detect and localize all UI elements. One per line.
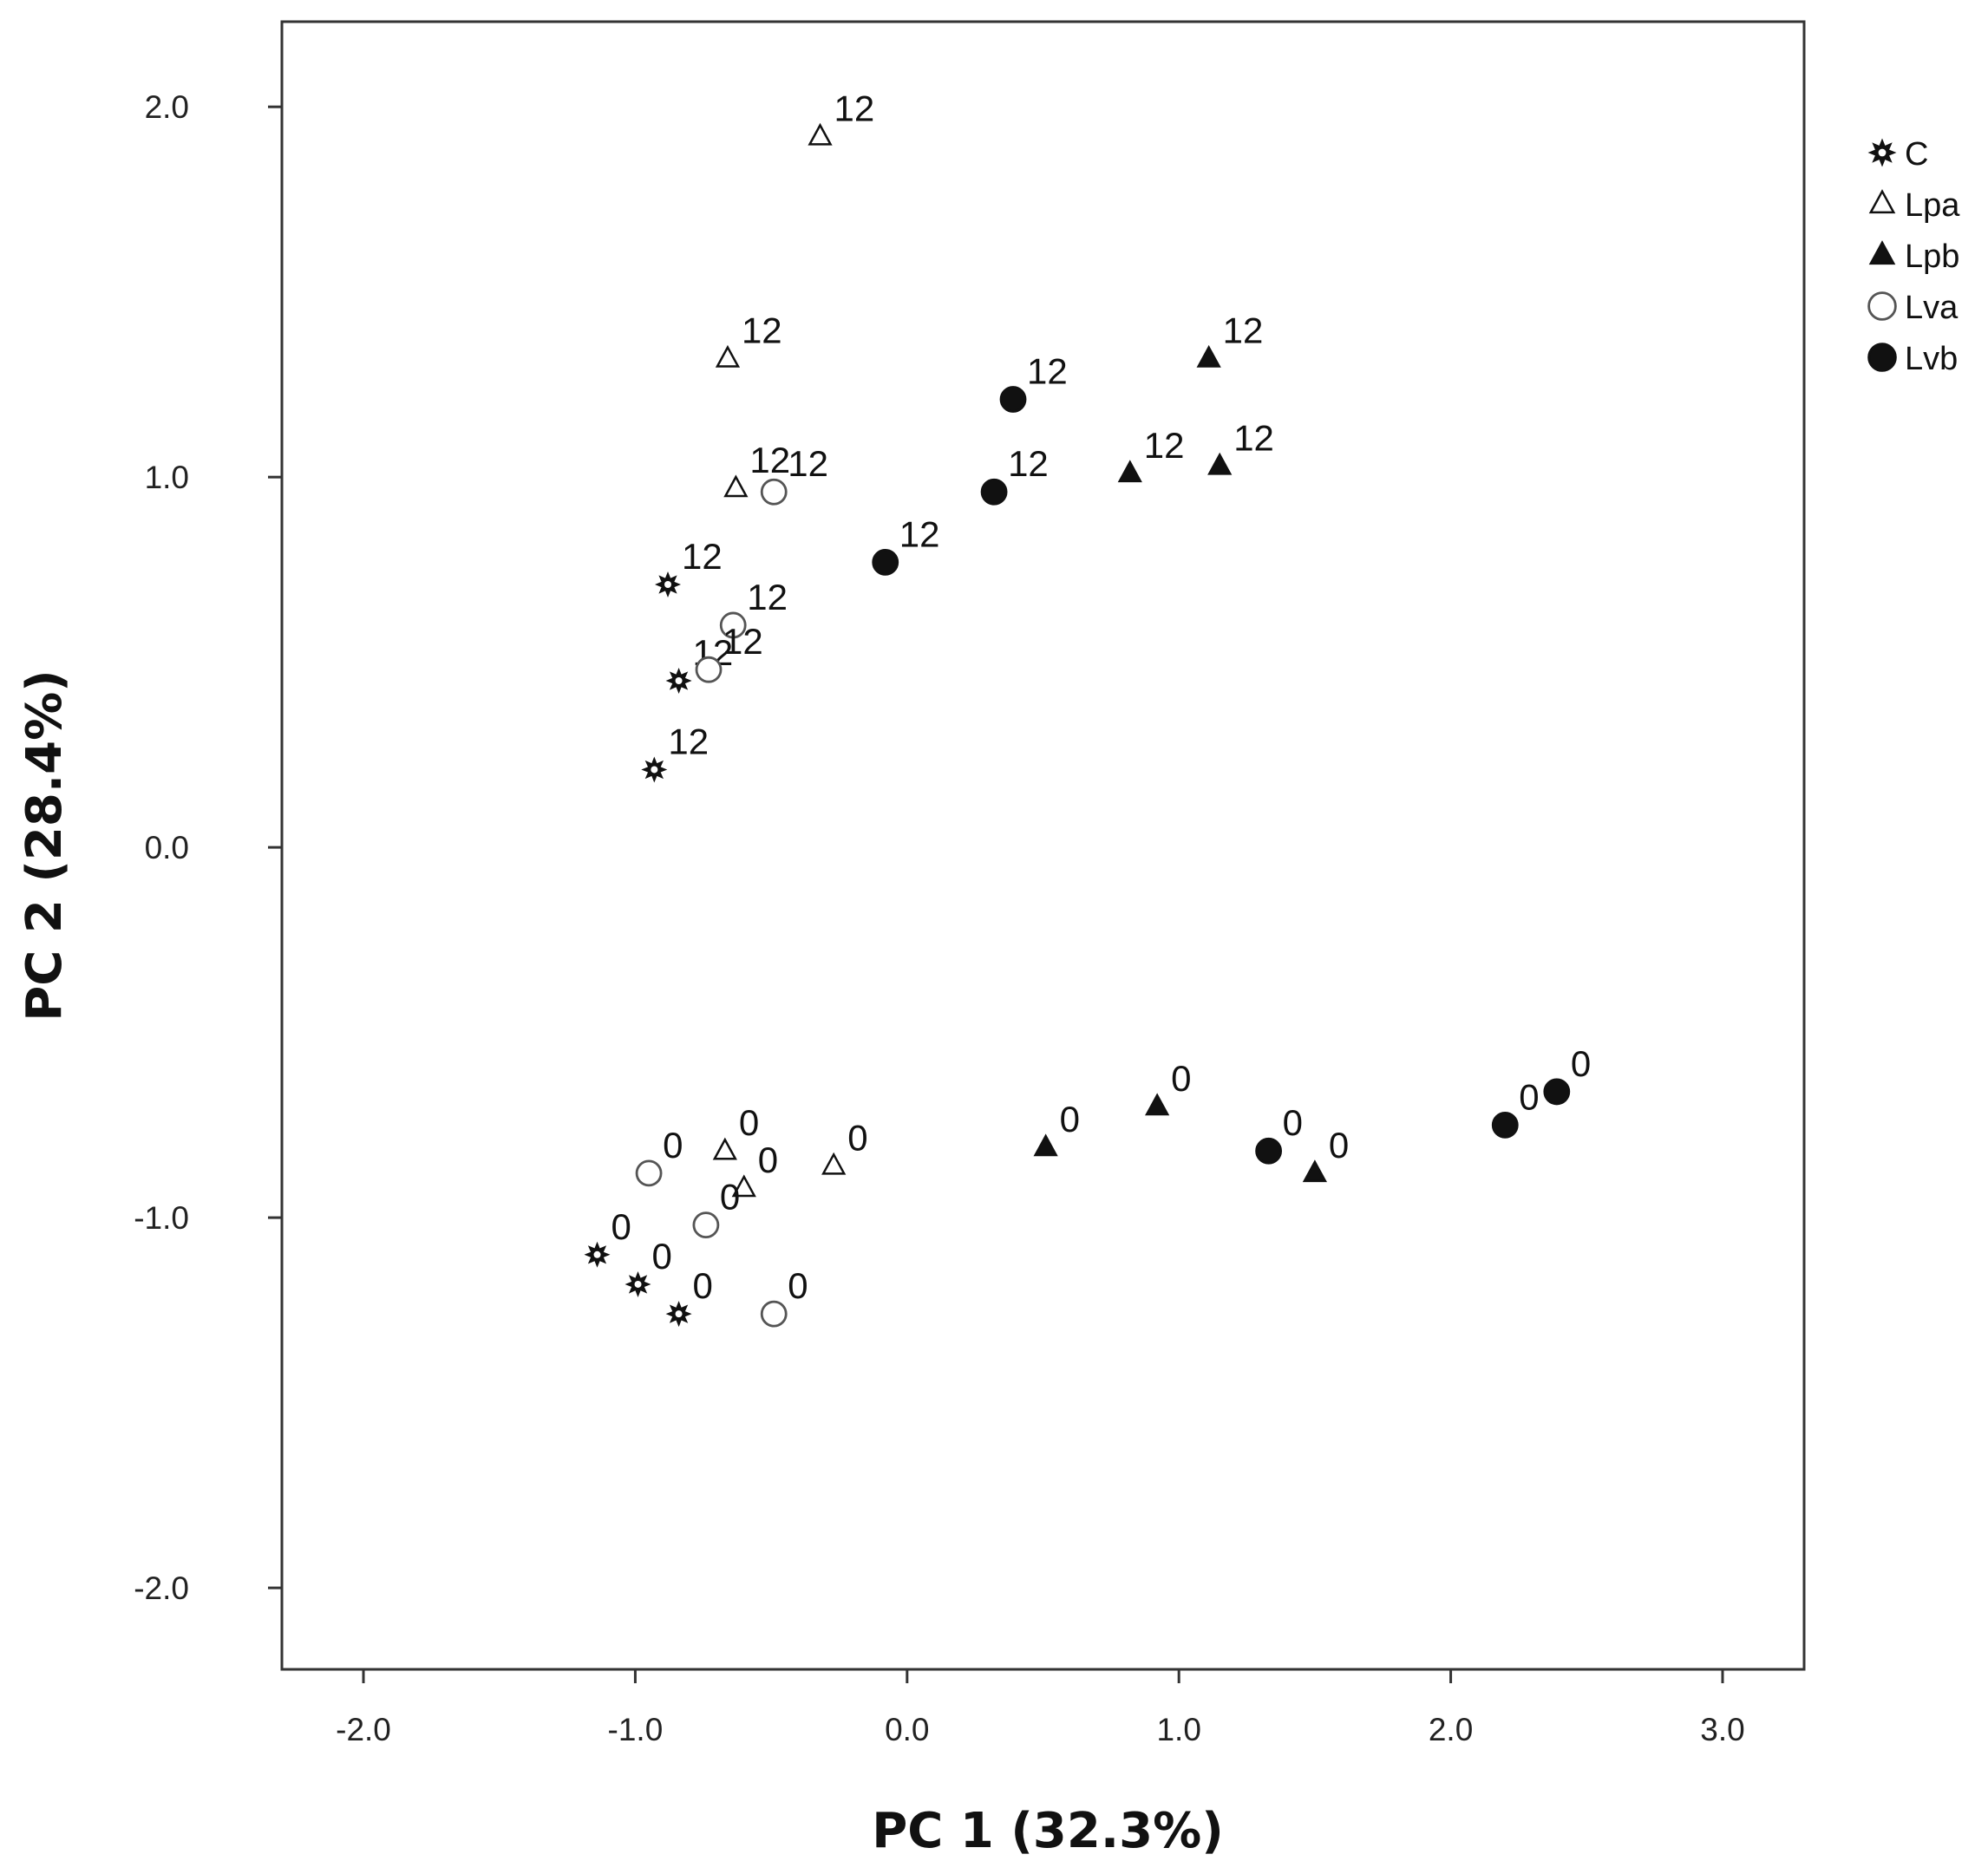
point-label: 12 (1223, 310, 1264, 351)
y-tick-label: 0.0 (145, 830, 189, 865)
point-label: 12 (742, 310, 782, 351)
data-point-c (625, 1271, 651, 1297)
point-label: 0 (739, 1102, 759, 1143)
data-point-c (655, 571, 681, 597)
legend-label-lva: Lva (1905, 290, 1959, 326)
data-point-lpb (1145, 1093, 1170, 1116)
point-label: 0 (1171, 1058, 1191, 1099)
point-label: 0 (847, 1117, 867, 1158)
data-point-lpb (1033, 1133, 1058, 1157)
point-label: 12 (723, 621, 763, 662)
legend-marker-lvb (1867, 343, 1897, 372)
y-tick-label: 2.0 (145, 89, 189, 125)
data-point-lvb (1491, 1111, 1519, 1139)
data-point-c (665, 1301, 692, 1328)
data-point-lva (635, 1159, 663, 1187)
data-point-lvb (999, 386, 1027, 413)
data-point-lpb (1302, 1159, 1327, 1183)
point-label: 0 (1519, 1076, 1539, 1117)
point-label: 0 (693, 1265, 713, 1306)
legend-marker-lpb (1868, 240, 1896, 265)
x-tick-label: 3.0 (1700, 1712, 1744, 1747)
point-label: 12 (1233, 417, 1274, 458)
data-point-lva (760, 1300, 788, 1328)
data-point-lvb (872, 548, 899, 576)
point-label: 12 (1144, 425, 1185, 466)
y-tick-label: -1.0 (134, 1200, 189, 1236)
x-tick-label: 2.0 (1429, 1712, 1473, 1747)
data-point-lva (719, 611, 747, 639)
data-point-lpb (1196, 344, 1221, 368)
data-point-lpb (1117, 460, 1142, 483)
point-label: 12 (788, 443, 828, 484)
x-axis-title: PC 1 (32.3%) (872, 1803, 1224, 1859)
point-label: 0 (720, 1177, 740, 1218)
data-point-lpb (1207, 452, 1233, 475)
x-tick-label: -1.0 (608, 1712, 664, 1747)
plot-frame (280, 20, 1806, 1671)
legend-marker-c (1867, 138, 1897, 167)
y-axis-title: PC 2 (28.4%) (16, 669, 73, 1022)
y-tick-label: 1.0 (145, 460, 189, 495)
point-label: 12 (899, 513, 940, 554)
data-point-c (584, 1241, 611, 1268)
legend-label-lpb: Lpb (1905, 238, 1959, 275)
point-label: 12 (682, 536, 723, 577)
point-label: 0 (652, 1236, 672, 1277)
data-point-lvb (980, 478, 1008, 506)
point-label: 12 (1027, 351, 1068, 392)
point-label: 12 (834, 88, 875, 128)
point-label: 12 (749, 440, 790, 480)
legend-marker-lva (1867, 291, 1897, 321)
point-label: 0 (1283, 1102, 1303, 1143)
data-point-lva (760, 478, 788, 506)
x-axis: -2.0 -1.0 0.0 1.0 2.0 3.0 (336, 1669, 1745, 1747)
data-point-lva (692, 1211, 720, 1239)
y-tick-label: -2.0 (134, 1570, 189, 1606)
legend: C Lpa Lpb Lva Lvb (1867, 136, 1960, 377)
legend-marker-lpa (1868, 189, 1896, 214)
data-point-lpa (723, 474, 749, 498)
y-axis: 2.0 1.0 0.0 -1.0 -2.0 (134, 89, 282, 1606)
x-tick-label: 0.0 (885, 1712, 929, 1747)
point-label: 0 (1571, 1043, 1591, 1084)
point-label: 0 (1329, 1125, 1349, 1166)
point-label: 0 (611, 1206, 631, 1247)
point-label: 12 (747, 577, 788, 617)
data-point-lpa (808, 122, 833, 146)
point-label: 0 (758, 1139, 778, 1180)
data-point-lvb (1543, 1078, 1571, 1106)
data-point-lpa (821, 1152, 847, 1175)
point-label: 12 (668, 721, 709, 761)
data-point-lpa (715, 344, 741, 368)
data-point-lpa (731, 1174, 756, 1198)
data-point-lpa (712, 1137, 737, 1160)
data-point-lvb (1255, 1137, 1283, 1165)
legend-label-c: C (1905, 136, 1928, 173)
legend-label-lpa: Lpa (1905, 187, 1960, 224)
x-tick-label: 1.0 (1156, 1712, 1200, 1747)
point-label: 0 (663, 1125, 683, 1166)
data-point-c (641, 756, 668, 783)
data-point-lva (695, 656, 723, 683)
x-tick-label: -2.0 (336, 1712, 391, 1747)
point-label: 12 (1008, 443, 1049, 484)
point-label: 0 (1060, 1099, 1080, 1139)
legend-label-lvb: Lvb (1905, 341, 1958, 377)
data-point-c (665, 668, 692, 694)
point-label: 0 (788, 1265, 808, 1306)
